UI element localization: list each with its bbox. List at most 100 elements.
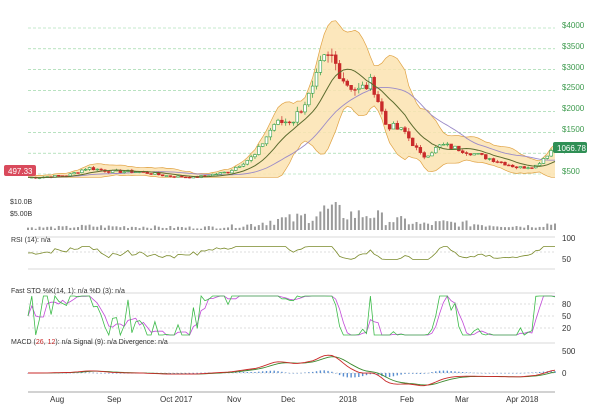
macd-histogram-bar [81,372,83,373]
volume-bar [169,226,172,230]
macd-histogram-bar [188,372,191,374]
x-tick-label: Mar [455,395,469,404]
macd-histogram-bar [242,372,245,373]
macd-histogram-bar [235,372,237,373]
volume-bar [61,226,64,230]
macd-tick-label: 500 [562,347,576,356]
volume-bar [327,208,330,230]
volume-bar [119,227,122,230]
candle-body [545,155,550,159]
macd-histogram-bar [538,371,541,373]
volume-bar [453,222,456,230]
macd-histogram-bar [469,372,472,374]
candle-body [222,171,226,174]
macd-histogram-bar [200,372,202,374]
sto-k-line [27,295,556,337]
candle-body [537,163,542,166]
candle-body [76,172,80,174]
rsi-panel: RSI (14): n/a 100 50 [11,234,576,270]
macd-tick-label: 0 [562,369,567,378]
candle-body [107,171,111,173]
macd-histogram-bar [461,372,464,373]
macd-histogram-bar [350,373,352,378]
candle-body [172,176,176,178]
volume-bar [142,226,145,230]
candle-body [314,72,319,87]
candle-body [253,154,257,158]
volume-bar [461,221,464,230]
volume-bar [77,227,80,230]
volume-tick-label: $10.0B [10,199,33,206]
volume-bar [511,226,514,230]
volume-bar [538,226,541,230]
volume-bars [27,202,556,230]
candle-body [249,156,253,161]
macd-histogram-bar [104,373,106,374]
volume-bar [173,228,176,230]
sto-title: Fast STO %K(14, 1): n/a %D (3): n/a [11,288,125,295]
macd-histogram-bar [92,372,95,374]
candle-body [510,164,515,168]
rsi-line [27,246,555,260]
candle-body [210,173,215,177]
macd-histogram-bar [281,371,283,373]
candle-body [487,158,492,160]
candle-body [234,167,238,171]
price-tick-label: $3000 [562,63,585,72]
candle-body [414,145,419,148]
macd-histogram-bar [465,372,468,373]
volume-bar [265,225,268,230]
candle-body [364,84,369,90]
x-tick-label: 2018 [339,395,357,404]
macd-histogram-bar [315,371,318,373]
macd-histogram-bar [411,373,414,374]
macd-slow-value: 12 [48,339,56,346]
candle-body [491,158,496,162]
macd-histogram-bar [285,372,287,373]
volume-bar [211,226,214,230]
macd-histogram-bar [323,370,325,373]
volume-bar [207,226,210,230]
volume-bar [534,227,537,230]
volume-bar [246,224,249,230]
candle-body [168,175,173,177]
volume-bar [353,217,356,230]
macd-histogram-bar [304,372,306,373]
macd-histogram-bar [119,373,122,374]
macd-histogram-bar [300,372,302,374]
candle-body [295,111,299,123]
candle-body [157,172,161,176]
volume-bar [330,204,333,230]
macd-histogram-bar [496,373,498,374]
macd-histogram-bar [431,372,433,373]
volume-bar [215,228,218,230]
macd-histogram-bar [311,371,314,373]
macd-histogram-bar [331,371,333,373]
volume-bar [519,226,522,230]
bollinger-band [28,20,555,178]
last-price-badge: 1066.78 [553,142,587,153]
x-tick-label: Oct 2017 [160,395,193,404]
x-tick-label: Nov [227,395,241,404]
macd-histogram-bar [423,373,425,374]
price-tick-label: $1500 [562,125,585,134]
candle-body [84,169,88,171]
candle-body [287,121,292,124]
volume-bar [188,226,191,230]
volume-bar [315,216,318,230]
macd-histogram-bar [369,373,372,375]
volume-bar [277,218,280,230]
volume-bar [457,226,460,230]
candle-body [480,153,484,155]
volume-bar [80,224,83,230]
volume-bar [469,226,472,230]
macd-histogram-bar [254,371,256,373]
candle-body [353,89,357,91]
candle-body [357,87,361,90]
x-tick-label: Sep [107,395,122,404]
volume-bar [150,228,153,230]
candle-body [303,104,307,113]
volume-bar [480,225,483,230]
volume-bar [342,218,345,230]
volume-bar [465,220,468,230]
